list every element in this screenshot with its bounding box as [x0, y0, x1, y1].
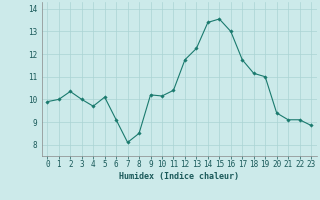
X-axis label: Humidex (Indice chaleur): Humidex (Indice chaleur) [119, 172, 239, 181]
